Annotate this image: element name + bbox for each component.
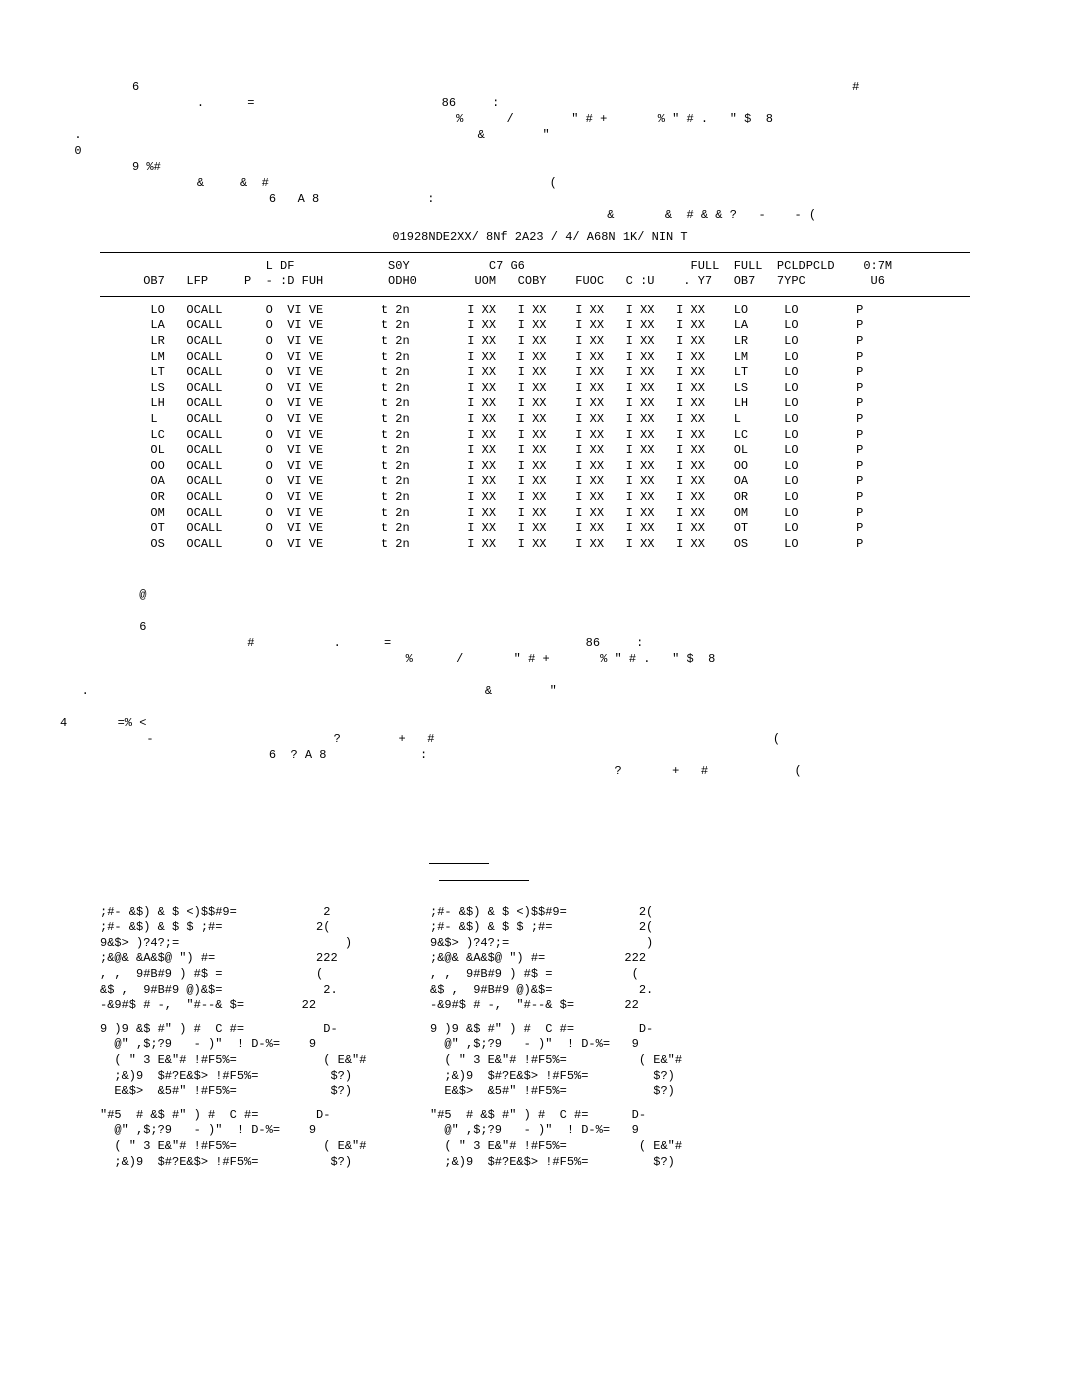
table-row: LH OCALL O VI VE t 2n I XX I XX I XX I X…	[100, 396, 1020, 412]
param-right: ;#- &$) & $ <)$$#9= 2(	[430, 905, 653, 921]
param-row: ( " 3 E&"# !#F5%= ( E&"# ( " 3 E&"# !#F5…	[100, 1139, 1020, 1155]
text-line	[60, 668, 1020, 684]
parameter-block: ;#- &$) & $ <)$$#9= 2;#- &$) & $ <)$$#9=…	[100, 836, 1020, 1170]
text-line: . & "	[60, 684, 1020, 700]
param-right: "#5 # &$ #" ) # C #= D-	[430, 1108, 646, 1124]
param-left: , , 9#B#9 ) #$ = (	[100, 967, 430, 983]
param-row: ;#- &$) & $ <)$$#9= 2;#- &$) & $ <)$$#9=…	[100, 905, 1020, 921]
rule-mid	[100, 296, 970, 297]
table-row: OM OCALL O VI VE t 2n I XX I XX I XX I X…	[100, 506, 1020, 522]
param-left: ( " 3 E&"# !#F5%= ( E&"#	[100, 1053, 430, 1069]
param-left: &$ , 9#B#9 @)&$= 2.	[100, 983, 430, 999]
param-right: ;&)9 $#?E&$> !#F5%= $?)	[430, 1069, 675, 1085]
param-left: -&9#$ # -, "#--& $= 22	[100, 998, 430, 1014]
param-row: ;#- &$) & $ $ ;#= 2(;#- &$) & $ $ ;#= 2(	[100, 920, 1020, 936]
text-line	[60, 700, 1020, 716]
table-row: OS OCALL O VI VE t 2n I XX I XX I XX I X…	[100, 537, 1020, 553]
param-right: &$ , 9#B#9 @)&$= 2.	[430, 983, 653, 999]
underline-icon	[429, 852, 489, 864]
table-row: LM OCALL O VI VE t 2n I XX I XX I XX I X…	[100, 350, 1020, 366]
param-right: ;&)9 $#?E&$> !#F5%= $?)	[430, 1155, 675, 1171]
table-row: LR OCALL O VI VE t 2n I XX I XX I XX I X…	[100, 334, 1020, 350]
param-row: @" ,$;?9 - )" ! D-%= 9 @" ,$;?9 - )" ! D…	[100, 1123, 1020, 1139]
text-line: & & # & & ? - - (	[60, 208, 1020, 224]
param-right: @" ,$;?9 - )" ! D-%= 9	[430, 1037, 639, 1053]
text-line: 6 #	[60, 80, 1020, 96]
text-line: % / " # + % " # . " $ 8	[60, 112, 1020, 128]
param-row: -&9#$ # -, "#--& $= 22-&9#$ # -, "#--& $…	[100, 998, 1020, 1014]
text-line: . & "	[60, 128, 1020, 144]
table-body: LO OCALL O VI VE t 2n I XX I XX I XX I X…	[100, 303, 1020, 553]
table-row: LC OCALL O VI VE t 2n I XX I XX I XX I X…	[100, 428, 1020, 444]
header-block-2: @ 6 # . = 86 : % / " # + % " # . " $ 8	[60, 588, 1020, 780]
param-right: -&9#$ # -, "#--& $= 22	[430, 998, 639, 1014]
table-row: LT OCALL O VI VE t 2n I XX I XX I XX I X…	[100, 365, 1020, 381]
param-right: ;#- &$) & $ $ ;#= 2(	[430, 920, 653, 936]
param-left: ( " 3 E&"# !#F5%= ( E&"#	[100, 1139, 430, 1155]
table-row: LS OCALL O VI VE t 2n I XX I XX I XX I X…	[100, 381, 1020, 397]
text-line: 6	[60, 620, 1020, 636]
param-group-header: "#5 # &$ #" ) # C #= D- "#5 # &$ #" ) # …	[100, 1108, 1020, 1124]
param-row: E&$> &5#" !#F5%= $?) E&$> &5#" !#F5%= $?…	[100, 1084, 1020, 1100]
text-line: 6 ? A 8 :	[60, 748, 1020, 764]
param-right: @" ,$;?9 - )" ! D-%= 9	[430, 1123, 639, 1139]
param-left: ;&@& &A&$@ ") #= 222	[100, 951, 430, 967]
param-left: 9&$> )?4?;= )	[100, 936, 430, 952]
table-row: L OCALL O VI VE t 2n I XX I XX I XX I XX…	[100, 412, 1020, 428]
param-left: ;&)9 $#?E&$> !#F5%= $?)	[100, 1155, 430, 1171]
param-row: ( " 3 E&"# !#F5%= ( E&"# ( " 3 E&"# !#F5…	[100, 1053, 1020, 1069]
text-line: . = 86 :	[60, 96, 1020, 112]
data-table: L DF S0Y C7 G6 FULL FULL PCLDPCLD 0:7M O…	[100, 259, 1020, 290]
text-line: @	[60, 588, 1020, 604]
table-row: LA OCALL O VI VE t 2n I XX I XX I XX I X…	[100, 318, 1020, 334]
param-left: ;#- &$) & $ <)$$#9= 2	[100, 905, 430, 921]
param-right: ( " 3 E&"# !#F5%= ( E&"#	[430, 1053, 682, 1069]
text-line	[60, 604, 1020, 620]
param-left: "#5 # &$ #" ) # C #= D-	[100, 1108, 430, 1124]
param-left: ;&)9 $#?E&$> !#F5%= $?)	[100, 1069, 430, 1085]
text-line: # . = 86 :	[60, 636, 1020, 652]
param-row: 9&$> )?4?;= )9&$> )?4?;= )	[100, 936, 1020, 952]
param-row: &$ , 9#B#9 @)&$= 2.&$ , 9#B#9 @)&$= 2.	[100, 983, 1020, 999]
text-line: ? + # (	[60, 764, 1020, 780]
text-line: - ? + # (	[60, 732, 1020, 748]
param-right: ;&@& &A&$@ ") #= 222	[430, 951, 646, 967]
param-right: 9&$> )?4?;= )	[430, 936, 653, 952]
table-row: LO OCALL O VI VE t 2n I XX I XX I XX I X…	[100, 303, 1020, 319]
param-right: 9 )9 &$ #" ) # C #= D-	[430, 1022, 653, 1038]
param-right: ( " 3 E&"# !#F5%= ( E&"#	[430, 1139, 682, 1155]
param-row: ;&@& &A&$@ ") #= 222;&@& &A&$@ ") #= 222	[100, 951, 1020, 967]
text-line: & & # (	[60, 176, 1020, 192]
param-left: ;#- &$) & $ $ ;#= 2(	[100, 920, 430, 936]
param-row: @" ,$;?9 - )" ! D-%= 9 @" ,$;?9 - )" ! D…	[100, 1037, 1020, 1053]
text-line: 6 A 8 :	[60, 192, 1020, 208]
table-row: OT OCALL O VI VE t 2n I XX I XX I XX I X…	[100, 521, 1020, 537]
center-title: 01928NDE2XX/ 8Nf 2A23 / 4/ A68N 1K/ NIN …	[60, 230, 1020, 246]
table-row: OO OCALL O VI VE t 2n I XX I XX I XX I X…	[100, 459, 1020, 475]
rule-top	[100, 252, 970, 253]
param-left: 9 )9 &$ #" ) # C #= D-	[100, 1022, 430, 1038]
param-right: , , 9#B#9 ) #$ = (	[430, 967, 639, 983]
table-row: OL OCALL O VI VE t 2n I XX I XX I XX I X…	[100, 443, 1020, 459]
table-header-row: OB7 LFP P - :D FUH ODH0 UOM COBY FUOC C …	[100, 274, 1020, 290]
param-row: ;&)9 $#?E&$> !#F5%= $?) ;&)9 $#?E&$> !#F…	[100, 1155, 1020, 1171]
param-left: @" ,$;?9 - )" ! D-%= 9	[100, 1037, 430, 1053]
text-line: % / " # + % " # . " $ 8	[60, 652, 1020, 668]
table-header-row: L DF S0Y C7 G6 FULL FULL PCLDPCLD 0:7M	[100, 259, 1020, 275]
param-right: E&$> &5#" !#F5%= $?)	[430, 1084, 675, 1100]
param-row: , , 9#B#9 ) #$ = (, , 9#B#9 ) #$ = (	[100, 967, 1020, 983]
text-line: 9 %#	[60, 160, 1020, 176]
text-line: 4 =% <	[60, 716, 1020, 732]
param-row: ;&)9 $#?E&$> !#F5%= $?) ;&)9 $#?E&$> !#F…	[100, 1069, 1020, 1085]
underline-icon	[439, 869, 529, 881]
table-row: OA OCALL O VI VE t 2n I XX I XX I XX I X…	[100, 474, 1020, 490]
param-left: @" ,$;?9 - )" ! D-%= 9	[100, 1123, 430, 1139]
param-group-header: 9 )9 &$ #" ) # C #= D- 9 )9 &$ #" ) # C …	[100, 1022, 1020, 1038]
header-block-1: 6 # . = 86 :	[60, 80, 1020, 224]
text-line: 0	[60, 144, 1020, 160]
param-left: E&$> &5#" !#F5%= $?)	[100, 1084, 430, 1100]
table-row: OR OCALL O VI VE t 2n I XX I XX I XX I X…	[100, 490, 1020, 506]
